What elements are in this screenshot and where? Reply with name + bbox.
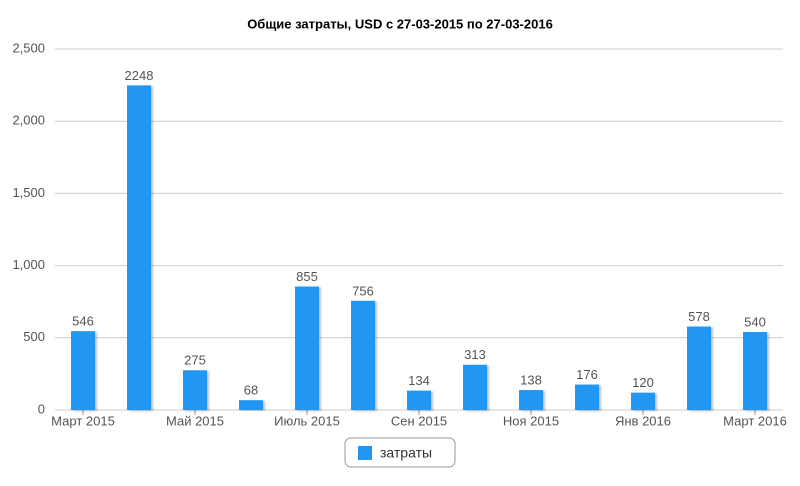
- data-label: 120: [632, 375, 654, 390]
- data-label: 578: [688, 309, 710, 324]
- data-label: 855: [296, 269, 318, 284]
- y-tick-label: 0: [38, 401, 45, 416]
- bar: [407, 390, 431, 410]
- bar: [183, 370, 207, 410]
- data-label: 546: [72, 314, 94, 329]
- data-label: 176: [576, 367, 598, 382]
- bar: [239, 400, 263, 410]
- bar: [351, 300, 375, 410]
- x-tick-label: Ноя 2015: [503, 413, 559, 428]
- data-label: 313: [464, 347, 486, 362]
- legend[interactable]: затраты: [344, 437, 456, 468]
- x-tick-label: Март 2015: [51, 413, 115, 428]
- data-label: 2248: [125, 68, 154, 83]
- legend-label: затраты: [380, 445, 432, 461]
- y-tick-label: 500: [23, 329, 45, 344]
- bar: [295, 286, 319, 410]
- bar: [575, 384, 599, 410]
- data-label: 68: [244, 383, 258, 398]
- bar: [127, 85, 151, 411]
- legend-swatch: [358, 446, 372, 460]
- legend-box: [344, 437, 456, 468]
- data-label: 540: [744, 314, 766, 329]
- bar: [519, 390, 543, 410]
- x-tick-label: Янв 2016: [615, 413, 671, 428]
- data-label: 138: [520, 373, 542, 388]
- y-tick-label: 1,500: [12, 185, 45, 200]
- x-tick-label: Сен 2015: [391, 413, 447, 428]
- data-label: 756: [352, 283, 374, 298]
- x-tick-label: Март 2016: [723, 413, 787, 428]
- x-tick-label: Июль 2015: [274, 413, 340, 428]
- bar: [743, 332, 767, 410]
- data-label: 134: [408, 373, 430, 388]
- y-tick-label: 1,000: [12, 257, 45, 272]
- bar: [631, 392, 655, 410]
- bar: [463, 364, 487, 410]
- x-tick-label: Май 2015: [166, 413, 224, 428]
- bar: [687, 326, 711, 410]
- data-label: 275: [184, 353, 206, 368]
- bar: [71, 331, 95, 410]
- y-tick-label: 2,500: [12, 40, 45, 55]
- chart-title: Общие затраты, USD с 27-03-2015 по 27-03…: [247, 16, 553, 31]
- y-tick-label: 2,000: [12, 113, 45, 128]
